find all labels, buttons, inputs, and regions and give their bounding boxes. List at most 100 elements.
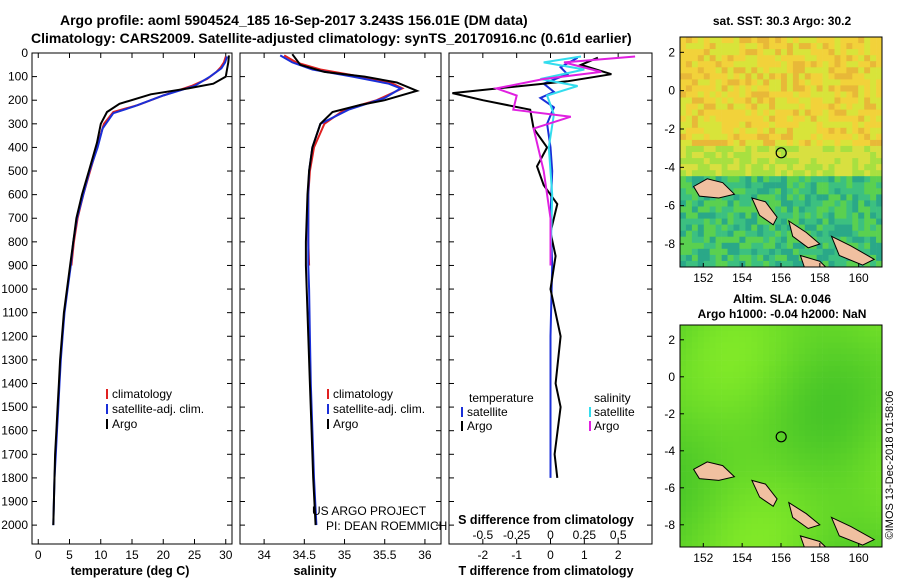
map-cell <box>834 212 841 219</box>
map-cell <box>697 145 705 153</box>
map-cell <box>745 506 752 513</box>
map-cell <box>781 453 788 460</box>
map-cell <box>709 43 716 50</box>
map-cell <box>858 224 865 232</box>
map-cell <box>709 453 716 460</box>
map-cell <box>691 406 699 413</box>
map-cell <box>781 406 788 413</box>
map-cell <box>775 541 782 548</box>
map-cell <box>763 424 770 431</box>
map-cell <box>870 218 877 226</box>
map-cell <box>685 360 693 367</box>
map-cell <box>721 447 728 454</box>
map-cell <box>870 73 877 80</box>
map-cell <box>715 365 722 373</box>
map-cell <box>840 377 847 384</box>
map-cell <box>721 441 728 448</box>
map-cell <box>798 395 806 402</box>
map-cell <box>852 447 859 454</box>
map-cell <box>685 529 693 536</box>
map-cell <box>781 127 788 135</box>
map-cell <box>834 506 841 513</box>
map-cell <box>763 371 770 378</box>
map-cell <box>792 494 800 501</box>
map-cell <box>792 371 800 378</box>
map-cell <box>685 254 693 262</box>
map-cell <box>685 188 693 195</box>
map-cell <box>691 242 699 250</box>
map-cell <box>792 97 800 104</box>
map-cell <box>733 465 740 472</box>
map-cell <box>828 523 835 530</box>
map-cell <box>786 430 794 437</box>
map-cell <box>757 176 764 183</box>
map-cell <box>697 365 705 373</box>
depth-tick-label: 1700 <box>1 447 28 461</box>
map-cell <box>685 242 693 250</box>
map-cell <box>840 395 847 402</box>
map-cell <box>680 383 687 390</box>
map-cell <box>763 55 770 62</box>
map-cell <box>792 85 800 92</box>
map-cell <box>715 79 722 86</box>
map-cell <box>739 121 746 129</box>
map-cell <box>870 200 877 207</box>
map-cell <box>828 535 835 542</box>
map-cell <box>828 465 835 472</box>
map-cell <box>804 330 812 337</box>
map-cell <box>763 342 770 349</box>
map-cell <box>733 342 740 349</box>
map-cell <box>763 139 770 147</box>
map-cell <box>727 121 734 129</box>
map-cell <box>727 412 734 419</box>
map-cell <box>834 424 841 431</box>
map-cell <box>840 406 847 413</box>
map-cell <box>870 348 877 355</box>
map-cell <box>745 377 752 384</box>
map-cell <box>715 103 722 111</box>
map-cell <box>685 482 693 489</box>
map-cell <box>757 529 764 536</box>
map-cell <box>876 476 883 484</box>
map-cell <box>786 139 794 147</box>
map-cell <box>757 365 764 373</box>
map-cell <box>697 494 705 501</box>
map-cell <box>781 517 788 524</box>
map-cell <box>763 103 770 111</box>
map-cell <box>751 176 758 183</box>
map-cell <box>709 49 716 56</box>
map-cell <box>739 400 746 408</box>
map-cell <box>804 91 812 98</box>
map-cell <box>769 459 776 466</box>
map-cell <box>822 535 829 542</box>
map-cell <box>852 200 859 207</box>
map-cell <box>685 342 693 349</box>
imos-credit: ©IMOS 13-Dec-2018 01:58:06 <box>884 391 896 540</box>
map-cell <box>721 406 728 413</box>
map-cell <box>757 43 764 50</box>
map-cell <box>804 354 812 361</box>
map-cell <box>846 511 853 519</box>
map-cell <box>697 218 705 226</box>
map-cell <box>691 158 699 165</box>
map-cell <box>727 91 734 98</box>
map-cell <box>680 152 687 159</box>
map-cell <box>858 517 865 524</box>
map-cell <box>840 170 847 177</box>
map-cell <box>757 248 764 256</box>
map-cell <box>864 37 871 44</box>
map-cell <box>739 325 746 332</box>
x-tick-label: 20 <box>157 548 171 562</box>
map-cell <box>763 91 770 98</box>
map-cell <box>858 139 865 147</box>
map-cell <box>798 325 806 332</box>
map-cell <box>685 43 693 50</box>
map-cell <box>703 412 711 419</box>
map-cell <box>721 494 728 501</box>
map-cell <box>870 188 877 195</box>
map-cell <box>810 176 817 183</box>
map-cell <box>822 158 829 165</box>
map-cell <box>822 360 829 367</box>
map-cell <box>739 482 746 489</box>
project-credit: US ARGO PROJECT <box>312 504 427 518</box>
